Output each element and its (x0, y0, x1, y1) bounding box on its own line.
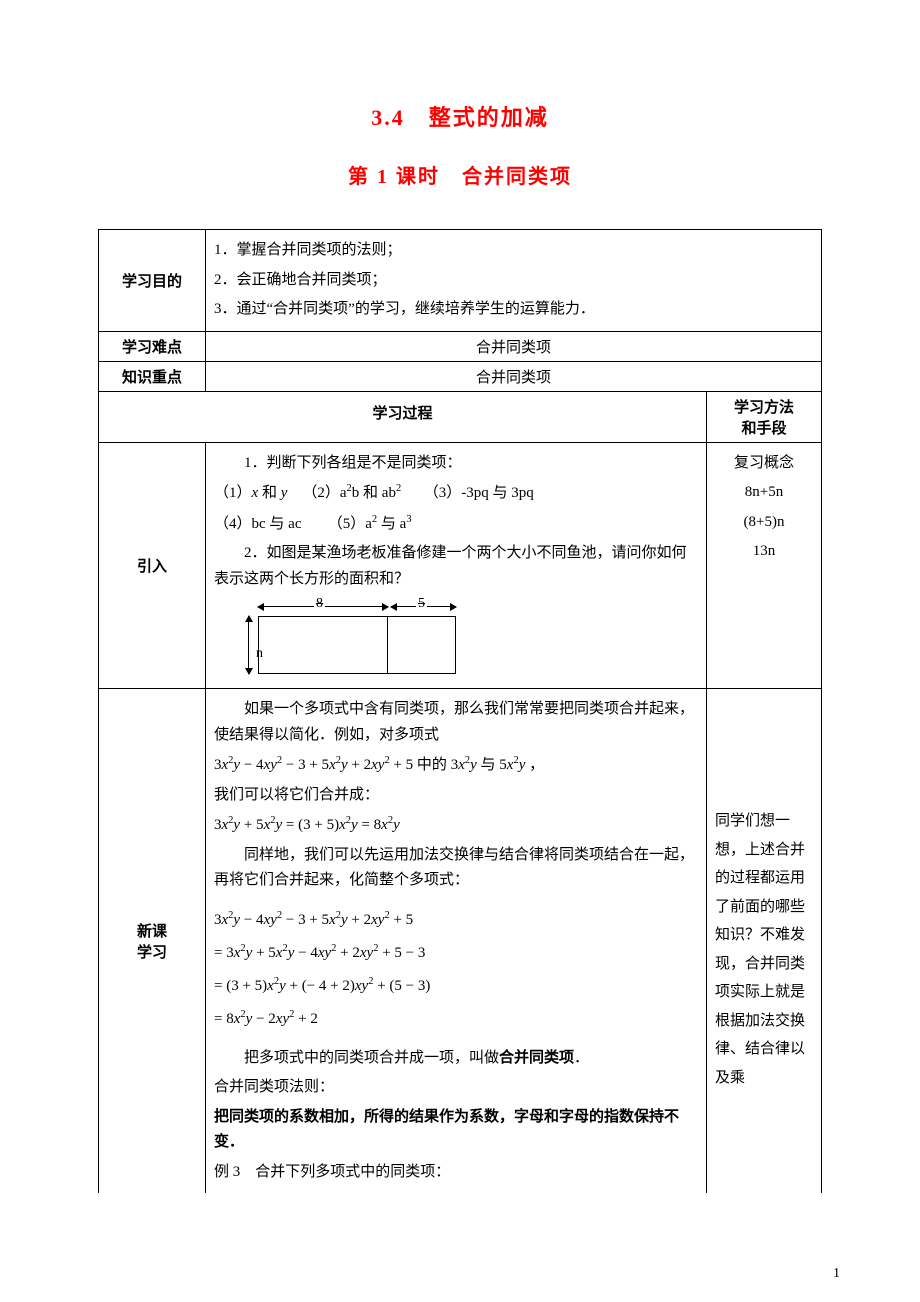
right-note: (8+5)n (715, 510, 813, 536)
table-row: 学习目的 1．掌握合并同类项的法则； 2．会正确地合并同类项； 3．通过“合并同… (99, 230, 822, 332)
lesson-plan-table: 学习目的 1．掌握合并同类项的法则； 2．会正确地合并同类项； 3．通过“合并同… (98, 229, 822, 1193)
right-commentary: 同学们想一想，上述合并的过程都运用了前面的哪些知识？不难发现，合并同类项实际上就… (715, 807, 813, 1092)
eq-line: = (3 + 5)x2y + (− 4 + 2)xy2 + (5 − 3) (214, 970, 698, 1003)
item: （2）a2b 和 ab2 (302, 485, 401, 501)
table-row: 学习难点 合并同类项 (99, 331, 822, 361)
rect-diagram: 8 5 n (226, 598, 486, 678)
row-label: 知识重点 (99, 361, 206, 391)
row-label: 学习目的 (99, 230, 206, 332)
item: （1）x 和 y (214, 485, 287, 501)
lesson-rule: 把同类项的系数相加，所得的结果作为系数，字母和字母的指数保持不变． (214, 1105, 698, 1156)
table-row: 学习过程 学习方法 和手段 (99, 391, 822, 442)
dim-arrow-n (248, 616, 249, 674)
lesson-p3: 同样地，我们可以先运用加法交换律与结合律将同类项结合在一起，再将它们合并起来，化… (214, 843, 698, 894)
intro-items-2: （4）bc 与 ac （5）a2 与 a3 (214, 511, 698, 538)
page-number: 1 (833, 1266, 840, 1282)
right-note: 13n (715, 539, 813, 565)
lesson-p1: 如果一个多项式中含有同类项，那么我们常常要把同类项合并起来，使结果得以简化．例如… (214, 697, 698, 748)
intro-right: 复习概念 8n+5n (8+5)n 13n (707, 442, 822, 689)
spacer (715, 693, 813, 803)
lesson-eq2: 3x2y + 5x2y = (3 + 5)x2y = 8x2y (214, 812, 698, 839)
dim-label-5: 5 (416, 596, 427, 612)
small-rect (388, 616, 456, 674)
lesson-example: 例 3 合并下列多项式中的同类项： (214, 1160, 698, 1186)
label-line: 新课 (107, 920, 197, 941)
row-content: 1．掌握合并同类项的法则； 2．会正确地合并同类项； 3．通过“合并同类项”的学… (206, 230, 822, 332)
methods-header: 学习方法 和手段 (707, 391, 822, 442)
intro-q1: 1．判断下列各组是不是同类项： (214, 451, 698, 477)
item: （4）bc 与 ac (214, 516, 301, 532)
equation-block: 3x2y − 4xy2 − 3 + 5x2y + 2xy2 + 5 = 3x2y… (214, 904, 698, 1036)
goal-item: 3．通过“合并同类项”的学习，继续培养学生的运算能力． (214, 297, 813, 323)
row-label: 学习难点 (99, 331, 206, 361)
lesson-p4: 把多项式中的同类项合并成一项，叫做合并同类项． (214, 1046, 698, 1072)
goal-item: 1．掌握合并同类项的法则； (214, 238, 813, 264)
table-row: 新课 学习 如果一个多项式中含有同类项，那么我们常常要把同类项合并起来，使结果得… (99, 689, 822, 1194)
document-page: 3.4 整式的加减 第 1 课时 合并同类项 学习目的 1．掌握合并同类项的法则… (0, 0, 920, 1302)
process-header: 学习过程 (99, 391, 707, 442)
section-label-lesson: 新课 学习 (99, 689, 206, 1194)
row-content: 合并同类项 (206, 331, 822, 361)
big-rect (258, 616, 388, 674)
goal-item: 2．会正确地合并同类项； (214, 268, 813, 294)
eq-line: = 3x2y + 5x2y − 4xy2 + 2xy2 + 5 − 3 (214, 937, 698, 970)
sub-title: 第 1 课时 合并同类项 (98, 160, 822, 189)
eq-line: 3x2y − 4xy2 − 3 + 5x2y + 2xy2 + 5 (214, 904, 698, 937)
item: （5）a2 与 a3 (328, 516, 412, 532)
lesson-p2: 我们可以将它们合并成： (214, 783, 698, 809)
item: （3）-3pq 与 3pq (424, 485, 534, 501)
eq-line: = 8x2y − 2xy2 + 2 (214, 1003, 698, 1036)
methods-header-line: 和手段 (715, 417, 813, 438)
methods-header-line: 学习方法 (715, 396, 813, 417)
term-bold: 合并同类项 (499, 1050, 574, 1066)
label-line: 学习 (107, 941, 197, 962)
right-note: 8n+5n (715, 480, 813, 506)
table-row: 引入 1．判断下列各组是不是同类项： （1）x 和 y （2）a2b 和 ab2… (99, 442, 822, 689)
row-content: 合并同类项 (206, 361, 822, 391)
right-note: 复习概念 (715, 451, 813, 477)
lesson-content: 如果一个多项式中含有同类项，那么我们常常要把同类项合并起来，使结果得以简化．例如… (206, 689, 707, 1194)
lesson-p5: 合并同类项法则： (214, 1075, 698, 1101)
section-label-intro: 引入 (99, 442, 206, 689)
lesson-right: 同学们想一想，上述合并的过程都运用了前面的哪些知识？不难发现，合并同类项实际上就… (707, 689, 822, 1194)
p4c: ． (574, 1050, 589, 1066)
intro-items-1: （1）x 和 y （2）a2b 和 ab2 （3）-3pq 与 3pq (214, 480, 698, 507)
intro-q2: 2．如图是某渔场老板准备修建一个两个大小不同鱼池，请问你如何表示这两个长方形的面… (214, 541, 698, 592)
p4a: 把多项式中的同类项合并成一项，叫做 (244, 1050, 499, 1066)
dim-label-8: 8 (314, 596, 325, 612)
lesson-eq1: 3x2y − 4xy2 − 3 + 5x2y + 2xy2 + 5 中的 3x2… (214, 752, 698, 779)
table-row: 知识重点 合并同类项 (99, 361, 822, 391)
main-title: 3.4 整式的加减 (98, 100, 822, 132)
intro-content: 1．判断下列各组是不是同类项： （1）x 和 y （2）a2b 和 ab2 （3… (206, 442, 707, 689)
